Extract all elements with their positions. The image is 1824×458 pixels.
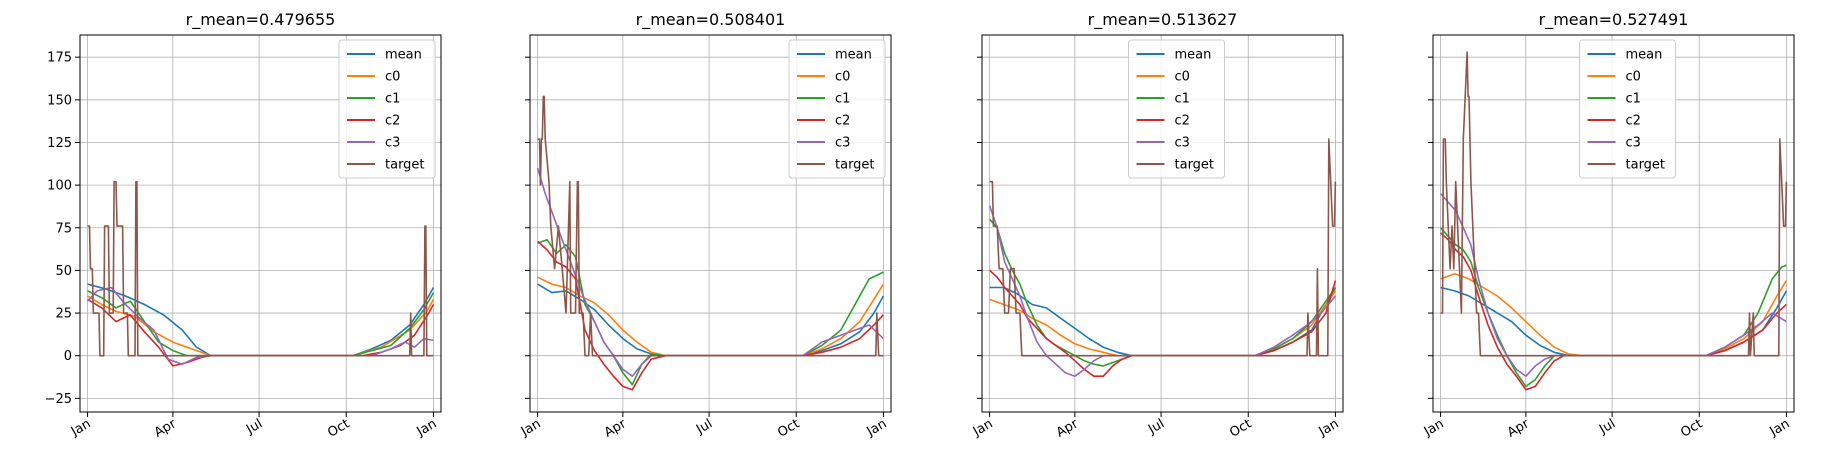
x-tick-label: Jan [518, 416, 544, 440]
series-line-c1 [989, 218, 1337, 367]
legend-label: c1 [385, 92, 400, 107]
x-tick-label: Jan [68, 416, 94, 440]
legend-label: c3 [1175, 136, 1190, 151]
legend: mean c0 c1 c2 c3 target [1128, 39, 1225, 179]
series-line-c1 [1440, 227, 1787, 388]
x-tick-label: Oct [775, 416, 802, 440]
legend-label: c2 [1175, 114, 1190, 129]
x-tick-label: Jan [1316, 416, 1342, 440]
legend-label: c0 [1175, 70, 1190, 85]
legend: mean c0 c1 c2 c3 target [338, 39, 436, 179]
legend-label: mean [1626, 48, 1663, 63]
chart-title: r_mean=0.508401 [636, 10, 786, 30]
legend-label: c3 [835, 136, 850, 151]
y-tick-label: −25 [45, 392, 72, 407]
x-tick-label: Apr [1505, 416, 1533, 441]
x-tick-label: Jul [1145, 416, 1167, 437]
y-tick-label: 50 [55, 264, 72, 279]
x-tick-label: Jan [864, 416, 890, 440]
series-group [87, 180, 435, 367]
legend-label: mean [1175, 48, 1212, 63]
legend-box [1128, 39, 1225, 179]
legend-box [788, 39, 886, 179]
legend-label: target [1175, 158, 1215, 173]
legend-label: c3 [385, 136, 400, 151]
x-tick-label: Jan [1767, 416, 1793, 440]
y-tick-label: 150 [47, 93, 72, 108]
x-tick-label: Jan [970, 416, 996, 440]
legend-label: c0 [835, 70, 850, 85]
axes-frame [1432, 34, 1795, 413]
legend-label: c3 [1626, 136, 1641, 151]
legend-label: mean [835, 48, 872, 63]
x-tick-label: Apr [1054, 416, 1082, 441]
x-tick-label: Jul [243, 416, 265, 437]
legend-label: c0 [385, 70, 400, 85]
axes-frame [981, 34, 1344, 413]
axes-frame [79, 34, 442, 413]
subplot-1: −25 0 25 50 75 100 125 150 175 Jan Apr Jul Oct Jan r_m… [45, 10, 442, 441]
series-line-c2 [537, 240, 884, 391]
chart-title: r_mean=0.513627 [1088, 10, 1238, 30]
series-line-mean [537, 283, 885, 357]
legend-label: mean [385, 48, 422, 63]
series-line-target [989, 138, 1337, 357]
y-tick-label: 175 [47, 51, 72, 66]
x-tick-label: Apr [152, 416, 180, 441]
x-tick-label: Jan [414, 416, 440, 440]
series-line-c3 [1440, 193, 1787, 377]
y-tick-label: 75 [55, 221, 72, 236]
series-line-target [1440, 51, 1788, 357]
legend-label: c1 [1175, 92, 1190, 107]
series-group [1440, 51, 1788, 391]
legend-label: c1 [1626, 92, 1641, 107]
chart-title: r_mean=0.527491 [1539, 10, 1689, 30]
legend-label: c1 [835, 92, 850, 107]
legend-label: c0 [1626, 70, 1641, 85]
series-line-target [537, 95, 884, 357]
legend-label: target [385, 158, 425, 173]
y-tick-label: 25 [55, 307, 72, 322]
legend: mean c0 c1 c2 c3 target [1579, 39, 1676, 179]
series-line-c2 [87, 298, 435, 367]
series-group [988, 138, 1337, 377]
x-tick-label: Jul [693, 416, 715, 437]
series-line-target [87, 180, 434, 357]
series-line-c1 [87, 290, 435, 357]
series-line-c2 [1440, 232, 1787, 391]
axes-frame [529, 34, 892, 413]
series-line-c0 [537, 276, 885, 357]
y-tick-label: 125 [47, 136, 72, 151]
legend-label: target [1626, 158, 1666, 173]
y-tick-label: 100 [47, 179, 72, 194]
x-tick-label: Apr [602, 416, 630, 441]
legend-label: c2 [1626, 114, 1641, 129]
legend-label: target [835, 158, 875, 173]
y-tick-label: 0 [64, 349, 72, 364]
series-group [536, 95, 885, 391]
legend-box [338, 39, 436, 179]
x-tick-label: Oct [1678, 416, 1705, 440]
x-tick-label: Oct [325, 416, 352, 440]
legend-label: c2 [385, 114, 400, 129]
series-line-c0 [1440, 273, 1788, 357]
legend: mean c0 c1 c2 c3 target [788, 39, 886, 179]
legend-box [1579, 39, 1676, 179]
x-tick-label: Jan [1421, 416, 1447, 440]
x-tick-label: Oct [1227, 416, 1254, 440]
chart-title: r_mean=0.479655 [186, 10, 336, 30]
series-line-c3 [536, 167, 884, 377]
series-line-c3 [988, 205, 1337, 377]
x-tick-label: Jul [1596, 416, 1618, 437]
legend-label: c2 [835, 114, 850, 129]
